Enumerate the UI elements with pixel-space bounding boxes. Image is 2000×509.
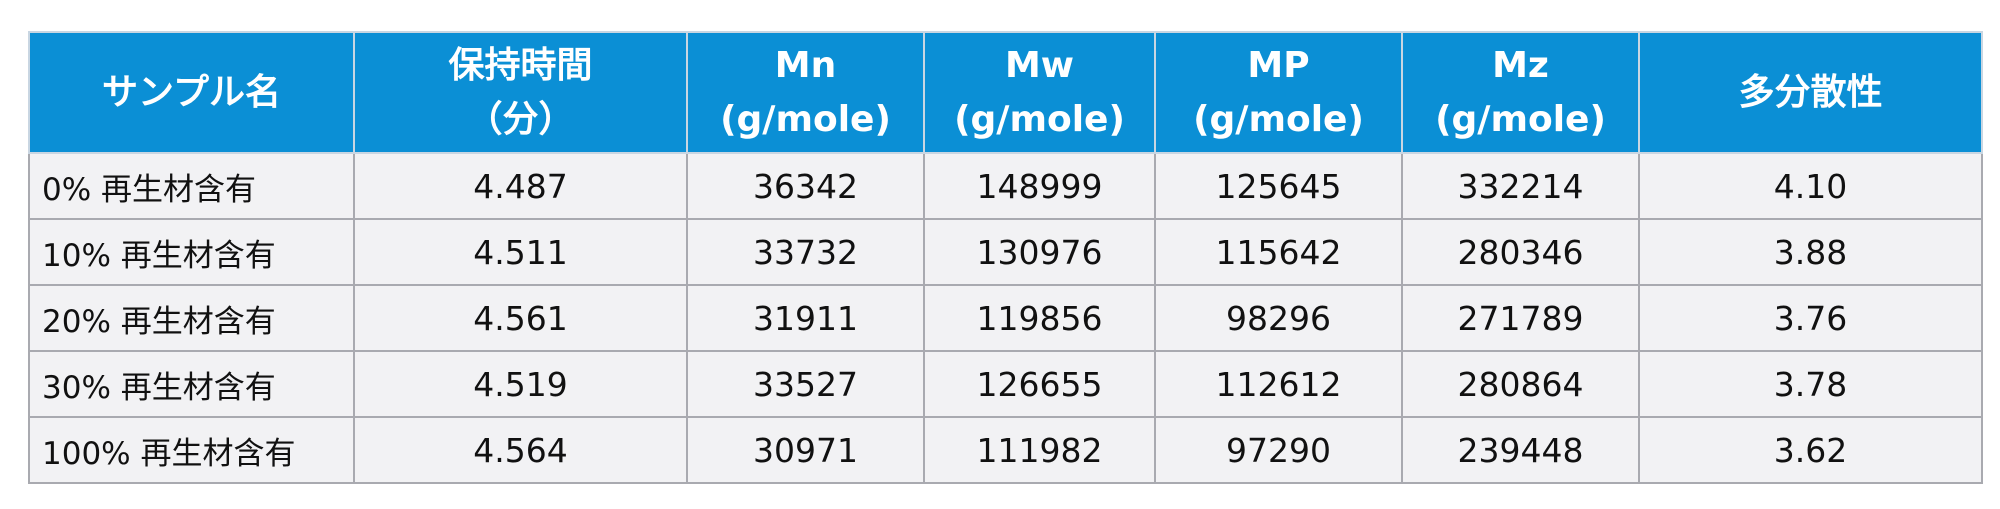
value-cell: 3.78	[1638, 350, 1983, 418]
header-text: サンプル名	[102, 71, 281, 113]
header-text: Mz	[1492, 44, 1549, 86]
value-cell: 33527	[686, 350, 925, 418]
value-cell: 33732	[686, 218, 925, 286]
sample-name-cell: 20% 再生材含有	[28, 284, 355, 352]
header-cell: Mn (g/mole)	[686, 31, 925, 154]
value-cell: 125645	[1154, 152, 1403, 220]
value-cell: 271789	[1401, 284, 1640, 352]
data-table: サンプル名 保持時間 （分） Mn (g/mole) Mw (g/mole) MP (g/mol…	[28, 31, 1983, 484]
value-cell: 280346	[1401, 218, 1640, 286]
value-cell: 4.511	[353, 218, 688, 286]
header-cell: Mw (g/mole)	[923, 31, 1156, 154]
header-text: Mn	[774, 44, 837, 86]
value-cell: 98296	[1154, 284, 1403, 352]
value-cell: 97290	[1154, 416, 1403, 484]
header-text: (g/mole)	[954, 98, 1125, 140]
value-cell: 148999	[923, 152, 1156, 220]
header-text: (g/mole)	[1193, 98, 1364, 140]
header-cell: MP (g/mole)	[1154, 31, 1403, 154]
value-cell: 4.487	[353, 152, 688, 220]
value-cell: 36342	[686, 152, 925, 220]
value-cell: 4.561	[353, 284, 688, 352]
header-text: 多分散性	[1738, 71, 1883, 113]
sample-name-cell: 100% 再生材含有	[28, 416, 355, 484]
value-cell: 111982	[923, 416, 1156, 484]
value-cell: 4.564	[353, 416, 688, 484]
table-body: 0% 再生材含有 4.487 36342 148999 125645 332214 4.10…	[28, 152, 1983, 484]
table-row: 30% 再生材含有 4.519 33527 126655 112612 280864 3.7…	[28, 350, 1983, 418]
value-cell: 31911	[686, 284, 925, 352]
value-cell: 3.62	[1638, 416, 1983, 484]
header-cell: 多分散性	[1638, 31, 1983, 154]
value-cell: 280864	[1401, 350, 1640, 418]
value-cell: 112612	[1154, 350, 1403, 418]
value-cell: 126655	[923, 350, 1156, 418]
header-text: Mw	[1004, 44, 1075, 86]
table-row: 20% 再生材含有 4.561 31911 119856 98296 271789 3.76	[28, 284, 1983, 352]
value-cell: 332214	[1401, 152, 1640, 220]
header-text: (g/mole)	[1435, 98, 1606, 140]
header-cell: サンプル名	[28, 31, 355, 154]
value-cell: 4.10	[1638, 152, 1983, 220]
value-cell: 239448	[1401, 416, 1640, 484]
table-row: 0% 再生材含有 4.487 36342 148999 125645 332214 4.10	[28, 152, 1983, 220]
header-cell: 保持時間 （分）	[353, 31, 688, 154]
sample-name-cell: 30% 再生材含有	[28, 350, 355, 418]
header-row: サンプル名 保持時間 （分） Mn (g/mole) Mw (g/mole) MP (g/mol…	[28, 31, 1983, 154]
header-cell: Mz (g/mole)	[1401, 31, 1640, 154]
value-cell: 130976	[923, 218, 1156, 286]
value-cell: 119856	[923, 284, 1156, 352]
value-cell: 4.519	[353, 350, 688, 418]
sample-name-cell: 0% 再生材含有	[28, 152, 355, 220]
header-text: 保持時間	[448, 44, 593, 86]
sample-name-cell: 10% 再生材含有	[28, 218, 355, 286]
value-cell: 115642	[1154, 218, 1403, 286]
table-row: 100% 再生材含有 4.564 30971 111982 97290 239448 3.6…	[28, 416, 1983, 484]
value-cell: 3.76	[1638, 284, 1983, 352]
header-text: MP	[1247, 44, 1310, 86]
value-cell: 3.88	[1638, 218, 1983, 286]
header-text: （分）	[466, 98, 575, 140]
table-row: 10% 再生材含有 4.511 33732 130976 115642 280346 3.8…	[28, 218, 1983, 286]
header-text: (g/mole)	[720, 98, 891, 140]
value-cell: 30971	[686, 416, 925, 484]
